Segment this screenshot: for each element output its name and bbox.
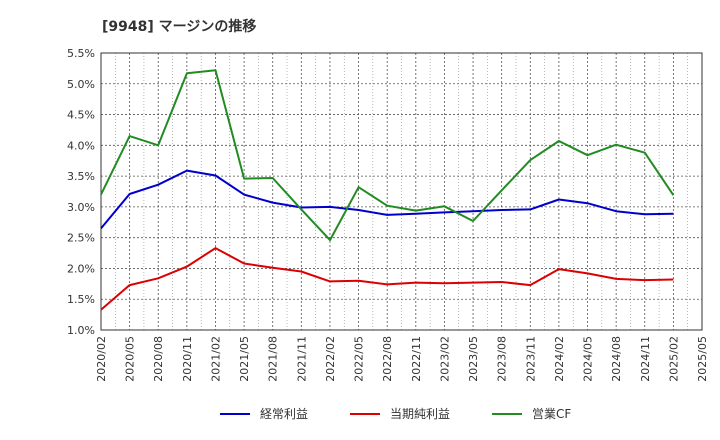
plot-frame	[100, 52, 703, 331]
x-tick-label: 2020/05	[124, 336, 137, 382]
legend-label-2: 当期純利益	[390, 407, 450, 421]
y-tick-label: 5.0%	[67, 78, 95, 91]
x-tick-label: 2025/05	[696, 336, 709, 382]
x-tick-label: 2023/02	[438, 336, 451, 382]
x-tick-label: 2022/02	[324, 336, 337, 382]
x-tick-label: 2024/08	[610, 336, 623, 382]
legend-label-3: 営業CF	[532, 407, 571, 421]
x-tick-label: 2023/11	[524, 336, 537, 382]
chart-title: [9948] マージンの推移	[102, 19, 257, 35]
x-tick-label: 2024/05	[582, 336, 595, 382]
x-axis: 2020/02 2020/05 2020/08 2020/11 2021/02 2021/…	[95, 336, 709, 382]
x-tick-label: 2023/05	[467, 336, 480, 382]
x-tick-label: 2020/11	[181, 336, 194, 382]
y-tick-label: 1.0%	[67, 324, 95, 337]
x-tick-label: 2022/11	[410, 336, 423, 382]
x-tick-label: 2020/08	[152, 336, 165, 382]
y-tick-label: 1.5%	[67, 293, 95, 306]
y-tick-label: 2.0%	[67, 262, 95, 275]
x-tick-label: 2020/02	[95, 336, 108, 382]
y-axis: 5.5% 5.0% 4.5% 4.0% 3.5% 3.0% 2.5% 2.0% 1.5% 1.0%	[67, 47, 95, 337]
series-lines	[100, 69, 675, 311]
x-tick-label: 2023/08	[496, 336, 509, 382]
x-tick-label: 2021/02	[209, 336, 222, 382]
legend: 経常利益 当期純利益 営業CF	[220, 407, 571, 421]
x-tick-label: 2021/08	[267, 336, 280, 382]
series-line-1	[100, 169, 674, 230]
y-tick-label: 3.5%	[67, 170, 95, 183]
y-tick-label: 4.5%	[67, 109, 95, 122]
x-tick-label: 2024/11	[639, 336, 652, 382]
series-line-3	[100, 69, 675, 242]
y-tick-label: 2.5%	[67, 232, 95, 245]
x-tick-label: 2024/02	[553, 336, 566, 382]
x-tick-label: 2022/05	[353, 336, 366, 382]
x-tick-label: 2021/11	[295, 336, 308, 382]
x-tick-label: 2021/05	[238, 336, 251, 382]
y-tick-label: 3.0%	[67, 201, 95, 214]
legend-label-1: 経常利益	[260, 407, 308, 421]
x-tick-label: 2022/08	[381, 336, 394, 382]
y-tick-label: 5.5%	[67, 47, 95, 60]
series-line-2	[100, 247, 674, 311]
x-tick-label: 2025/02	[667, 336, 680, 382]
y-tick-label: 4.0%	[67, 139, 95, 152]
